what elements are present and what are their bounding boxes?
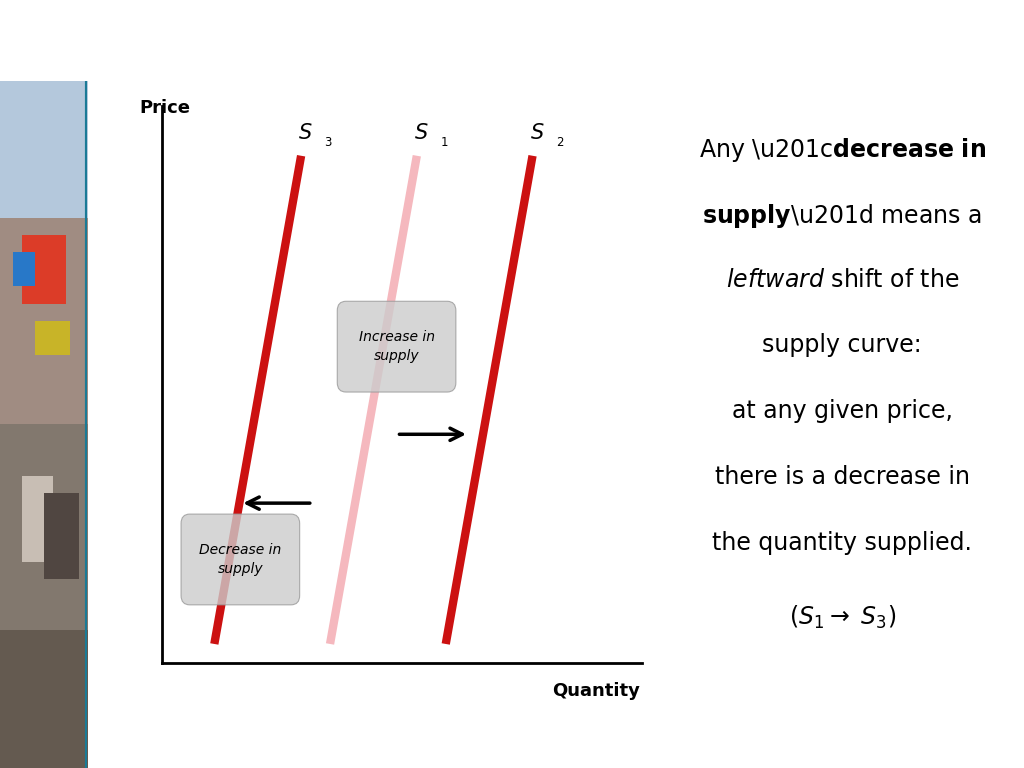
Text: Any \u201c$\mathbf{decrease\ in}$: Any \u201c$\mathbf{decrease\ in}$ bbox=[698, 136, 986, 164]
Text: there is a decrease in: there is a decrease in bbox=[715, 465, 970, 489]
Text: $_2$: $_2$ bbox=[556, 131, 564, 150]
Text: at any given price,: at any given price, bbox=[732, 399, 952, 423]
Text: $\mathit{S}$: $\mathit{S}$ bbox=[529, 123, 544, 144]
Text: $\mathit{S}$: $\mathit{S}$ bbox=[298, 123, 312, 144]
Text: ($\mathit{S}_1$$\rightarrow$ $\mathit{S}_3$): ($\mathit{S}_1$$\rightarrow$ $\mathit{S}… bbox=[788, 604, 896, 631]
Text: $\mathit{leftward}$ shift of the: $\mathit{leftward}$ shift of the bbox=[726, 267, 958, 292]
Text: $\mathit{S}$: $\mathit{S}$ bbox=[414, 123, 428, 144]
Text: Decrease in
supply: Decrease in supply bbox=[200, 543, 282, 576]
FancyBboxPatch shape bbox=[337, 301, 456, 392]
Text: Shifts of the Supply Curve: Shifts of the Supply Curve bbox=[20, 21, 636, 63]
Text: $_3$: $_3$ bbox=[325, 131, 333, 150]
Text: Quantity: Quantity bbox=[552, 682, 640, 700]
Text: Price: Price bbox=[139, 99, 190, 118]
Text: the quantity supplied.: the quantity supplied. bbox=[713, 531, 972, 555]
FancyBboxPatch shape bbox=[181, 514, 300, 605]
Text: $_1$: $_1$ bbox=[440, 131, 449, 150]
Text: supply curve:: supply curve: bbox=[763, 333, 922, 357]
Text: $\mathbf{supply}$\u201d means a: $\mathbf{supply}$\u201d means a bbox=[702, 202, 982, 230]
Text: Increase in
supply: Increase in supply bbox=[358, 330, 434, 362]
